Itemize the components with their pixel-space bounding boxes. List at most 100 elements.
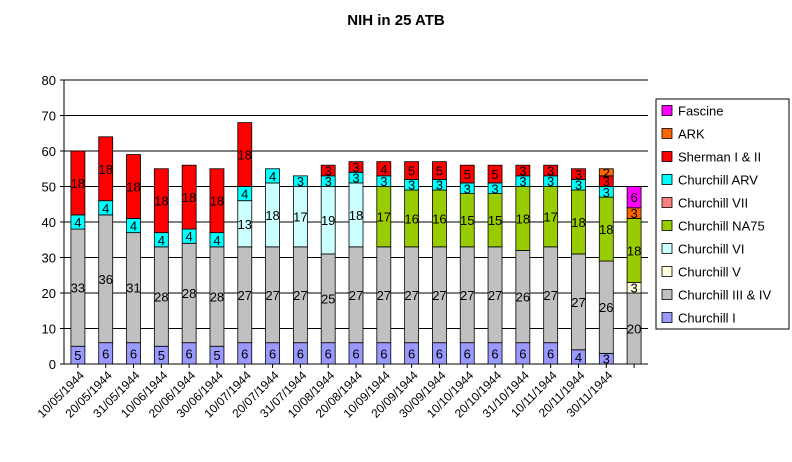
y-tick-label: 20 xyxy=(42,286,56,301)
data-label: 3 xyxy=(436,178,443,193)
data-label: 27 xyxy=(543,288,557,303)
data-label: 31 xyxy=(126,281,140,296)
data-label: 3 xyxy=(380,174,387,189)
data-label: 18 xyxy=(516,211,530,226)
data-label: 4 xyxy=(74,215,81,230)
legend-label: Churchill III & IV xyxy=(678,288,772,303)
data-label: 6 xyxy=(436,346,443,361)
bar-segment xyxy=(98,136,114,202)
data-label: 18 xyxy=(154,194,168,209)
data-label: 6 xyxy=(325,346,332,361)
legend-label: Churchill I xyxy=(678,311,736,326)
data-label: 6 xyxy=(352,346,359,361)
legend-swatch xyxy=(661,289,673,300)
data-label: 27 xyxy=(238,288,252,303)
data-label: 5 xyxy=(74,348,81,363)
data-label: 3 xyxy=(630,281,637,296)
data-label: 27 xyxy=(293,288,307,303)
data-label: 3 xyxy=(547,174,554,189)
data-label: 4 xyxy=(575,350,582,365)
data-label: 15 xyxy=(460,213,474,228)
bar-segment xyxy=(376,161,392,177)
data-label: 3 xyxy=(603,352,610,367)
data-label: 5 xyxy=(491,167,498,182)
bar-segment xyxy=(126,154,141,219)
legend-swatch xyxy=(661,105,673,116)
data-label: 18 xyxy=(349,208,363,223)
bar-segment xyxy=(404,161,420,180)
data-label: 28 xyxy=(210,290,224,305)
data-label: 18 xyxy=(627,243,641,258)
data-label: 27 xyxy=(571,295,585,310)
data-label: 36 xyxy=(98,272,112,287)
bar-segment xyxy=(432,161,447,180)
legend-label: ARK xyxy=(678,127,705,142)
y-tick-label: 50 xyxy=(42,180,56,195)
data-label: 18 xyxy=(98,162,112,177)
legend-box xyxy=(655,98,790,330)
bar-segment xyxy=(265,168,280,184)
data-label: 6 xyxy=(408,346,415,361)
data-label: 4 xyxy=(186,229,193,244)
data-label: 27 xyxy=(404,288,418,303)
data-label: 3 xyxy=(575,167,582,182)
data-label: 27 xyxy=(377,288,391,303)
data-label: 33 xyxy=(71,281,85,296)
legend-label: Churchill VII xyxy=(678,196,748,211)
bar-segment xyxy=(292,175,308,187)
legend-label: Churchill V xyxy=(678,265,741,280)
data-label: 4 xyxy=(380,162,387,177)
data-label: 6 xyxy=(186,346,193,361)
data-label: 3 xyxy=(575,178,582,193)
data-label: 17 xyxy=(543,210,557,225)
legend-label: Churchill VI xyxy=(678,242,744,257)
legend-label: Churchill NA75 xyxy=(678,219,765,234)
data-label: 4 xyxy=(241,187,248,202)
data-label: 27 xyxy=(460,288,474,303)
data-label: 18 xyxy=(599,222,613,237)
data-label: 4 xyxy=(213,233,220,248)
legend-swatch xyxy=(661,220,673,231)
data-label: 26 xyxy=(516,290,530,305)
data-label: 18 xyxy=(210,194,224,209)
data-label: 19 xyxy=(321,213,335,228)
data-label: 3 xyxy=(352,160,359,175)
y-tick-label: 0 xyxy=(49,357,56,372)
bar-segment xyxy=(153,168,169,234)
data-label: 6 xyxy=(269,346,276,361)
legend-label: Churchill ARV xyxy=(678,173,758,188)
data-label: 6 xyxy=(102,346,109,361)
data-label: 6 xyxy=(380,346,387,361)
data-label: 18 xyxy=(265,208,279,223)
data-label: 13 xyxy=(238,217,252,232)
data-label: 5 xyxy=(158,348,165,363)
data-label: 4 xyxy=(102,201,109,216)
data-label: 3 xyxy=(603,174,610,189)
legend-swatch xyxy=(661,312,673,323)
bar-segment xyxy=(543,164,559,177)
legend-swatch xyxy=(661,174,673,185)
bar-segment xyxy=(70,150,86,216)
bar-segment xyxy=(571,168,586,180)
data-label: 3 xyxy=(519,164,526,179)
data-label: 28 xyxy=(154,290,168,305)
data-label: 3 xyxy=(547,164,554,179)
y-tick-label: 40 xyxy=(42,215,56,230)
data-label: 28 xyxy=(182,286,196,301)
data-label: 18 xyxy=(182,190,196,205)
data-label: 6 xyxy=(241,346,248,361)
bar-segment xyxy=(320,164,336,177)
data-label: 27 xyxy=(265,288,279,303)
data-label: 16 xyxy=(432,211,446,226)
data-label: 4 xyxy=(269,169,276,184)
data-label: 6 xyxy=(130,346,137,361)
y-tick-label: 60 xyxy=(42,144,56,159)
legend-label: Fascine xyxy=(678,104,724,119)
data-label: 3 xyxy=(630,206,637,221)
data-label: 26 xyxy=(599,300,613,315)
bar-segment xyxy=(598,168,614,177)
bar-segment xyxy=(181,164,197,230)
data-label: 5 xyxy=(436,164,443,179)
data-label: 27 xyxy=(349,288,363,303)
